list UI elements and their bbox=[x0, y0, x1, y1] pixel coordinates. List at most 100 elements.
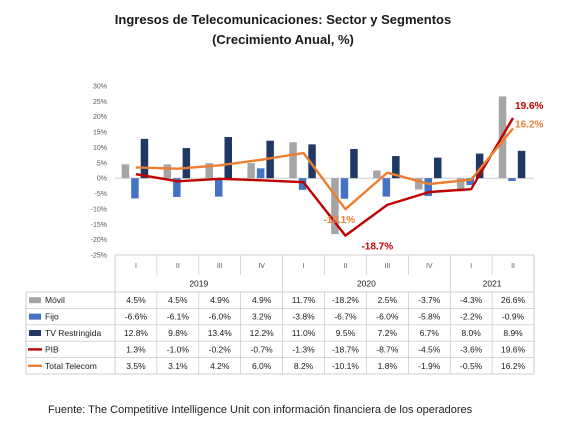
line-total-telecom bbox=[135, 127, 514, 211]
table-cell: 8.2% bbox=[294, 361, 314, 371]
table-cell: 9.8% bbox=[168, 328, 188, 338]
table-cell: 3.2% bbox=[252, 312, 272, 322]
table-cell: -1.0% bbox=[167, 344, 190, 354]
bar-movil bbox=[247, 163, 255, 179]
bar-tv-restringida bbox=[224, 137, 232, 179]
legend-label: Fijo bbox=[45, 312, 59, 322]
legend-label: PIB bbox=[45, 344, 59, 354]
bar-fijo bbox=[256, 168, 265, 179]
bar-fijo bbox=[508, 178, 516, 181]
bar-tv-restringida bbox=[182, 148, 191, 179]
bar-movil bbox=[163, 164, 172, 179]
quarter-label: IV bbox=[258, 263, 265, 270]
table-cell: -6.1% bbox=[167, 312, 190, 322]
table-cell: -0.9% bbox=[502, 312, 525, 322]
table-cell: 3.1% bbox=[168, 361, 188, 371]
bar-movil bbox=[331, 178, 339, 235]
y-tick-label: 15% bbox=[93, 130, 107, 137]
y-tick-label: -20% bbox=[91, 237, 107, 244]
table-cell: 11.0% bbox=[292, 328, 316, 338]
year-label: 2019 bbox=[189, 279, 208, 289]
table-cell: -6.6% bbox=[125, 312, 148, 322]
table-cell: 1.3% bbox=[126, 344, 146, 354]
bar-movil bbox=[456, 178, 465, 192]
table-cell: 26.6% bbox=[501, 295, 526, 305]
y-tick-label: 20% bbox=[93, 114, 107, 121]
table-cell: 9.5% bbox=[336, 328, 356, 338]
table-cell: 1.8% bbox=[378, 361, 398, 371]
bar-fijo bbox=[340, 178, 349, 199]
quarter-label: I bbox=[135, 263, 137, 270]
table-cell: 11.7% bbox=[292, 295, 316, 305]
table-cell: 6.0% bbox=[252, 361, 272, 371]
table-cell: 19.6% bbox=[501, 344, 526, 354]
table-cell: -18.7% bbox=[332, 344, 359, 354]
quarter-label: III bbox=[384, 263, 390, 270]
table-cell: -0.5% bbox=[460, 361, 483, 371]
table-cell: 6.7% bbox=[420, 328, 440, 338]
table-cell: -6.0% bbox=[209, 312, 232, 322]
bar-movil bbox=[415, 178, 423, 190]
table-cell: -6.0% bbox=[376, 312, 399, 322]
table-cell: -3.6% bbox=[460, 344, 483, 354]
quarter-label: II bbox=[344, 263, 348, 270]
bar-movil bbox=[373, 170, 381, 179]
quarter-label: II bbox=[176, 263, 180, 270]
data-label: -10.1% bbox=[323, 215, 355, 226]
table-cell: -4.3% bbox=[460, 295, 483, 305]
quarter-label: III bbox=[217, 263, 223, 270]
table-cell: -1.3% bbox=[292, 344, 315, 354]
table-cell: 2.5% bbox=[378, 295, 398, 305]
table-cell: 4.9% bbox=[252, 295, 272, 305]
table-cell: 8.9% bbox=[503, 328, 523, 338]
table-cell: -3.7% bbox=[418, 295, 441, 305]
table-cell: 8.0% bbox=[461, 328, 481, 338]
bar-tv-restringida bbox=[434, 157, 442, 179]
bar-fijo bbox=[298, 178, 307, 190]
bar-fijo bbox=[382, 178, 391, 197]
legend-label: Total Telecom bbox=[45, 361, 97, 371]
legend-swatch bbox=[29, 313, 41, 320]
legend-swatch bbox=[29, 297, 41, 304]
data-label: 19.6% bbox=[515, 101, 543, 112]
data-label: 16.2% bbox=[515, 119, 543, 130]
table-cell: 4.9% bbox=[210, 295, 230, 305]
table-cell: -10.1% bbox=[332, 361, 359, 371]
chart-title-line-1: Ingresos de Telecomunicaciones: Sector y… bbox=[114, 12, 452, 27]
y-tick-label: -5% bbox=[95, 191, 107, 198]
y-tick-label: 10% bbox=[93, 145, 107, 152]
y-tick-label: 5% bbox=[97, 160, 107, 167]
quarter-label: I bbox=[470, 263, 472, 270]
table-cell: 12.2% bbox=[250, 328, 275, 338]
source-note: Fuente: The Competitive Intelligence Uni… bbox=[48, 404, 473, 416]
table-cell: -2.2% bbox=[460, 312, 483, 322]
year-label: 2021 bbox=[483, 279, 502, 289]
table-cell: -4.5% bbox=[418, 344, 441, 354]
bar-movil bbox=[289, 142, 297, 179]
year-label: 2020 bbox=[357, 279, 376, 289]
table-cell: -18.2% bbox=[332, 295, 359, 305]
table-cell: 4.5% bbox=[168, 295, 188, 305]
bar-tv-restringida bbox=[392, 156, 400, 179]
table-cell: -3.8% bbox=[292, 312, 315, 322]
table-cell: 7.2% bbox=[378, 328, 398, 338]
table-cell: 4.2% bbox=[210, 361, 230, 371]
bar-fijo bbox=[173, 178, 181, 197]
table-cell: -0.7% bbox=[251, 344, 274, 354]
table-cell: -6.7% bbox=[334, 312, 357, 322]
y-tick-label: 25% bbox=[93, 99, 107, 106]
y-tick-label: -15% bbox=[91, 222, 107, 229]
bar-movil bbox=[121, 164, 130, 179]
table-cell: 4.5% bbox=[126, 295, 146, 305]
table-cell: 16.2% bbox=[501, 361, 526, 371]
bar-tv-restringida bbox=[350, 148, 358, 179]
data-label: -18.7% bbox=[361, 242, 393, 253]
bar-tv-restringida bbox=[140, 138, 149, 179]
table-cell: -5.8% bbox=[418, 312, 441, 322]
bar-movil bbox=[205, 163, 213, 179]
bar-tv-restringida bbox=[308, 144, 316, 179]
y-tick-label: -25% bbox=[91, 253, 107, 260]
table-cell: 3.5% bbox=[126, 361, 146, 371]
legend-swatch bbox=[29, 330, 41, 336]
